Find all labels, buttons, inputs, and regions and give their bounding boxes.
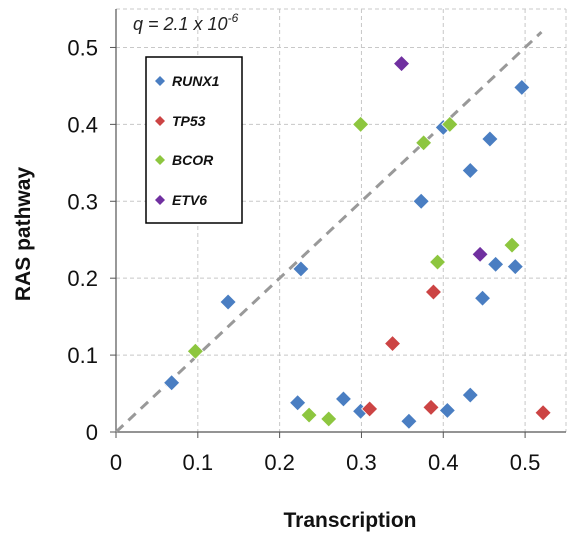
runx1-point [473, 289, 492, 307]
tp53-point [383, 334, 402, 353]
tp53-point [424, 283, 443, 301]
runx1-point [513, 78, 531, 97]
runx1-point [438, 401, 456, 420]
y-tick-label: 0.5 [67, 35, 98, 60]
legend-marker-bcor [155, 155, 165, 165]
legend-label-tp53: TP53 [172, 113, 206, 129]
runx1-point [481, 130, 499, 148]
runx1-point [461, 161, 479, 180]
q-value-exponent: -6 [228, 11, 239, 25]
legend-label-bcor: BCOR [172, 152, 214, 168]
runx1-point [487, 255, 505, 273]
legend: RUNX1 TP53 BCOR ETV6 [145, 56, 243, 224]
x-tick-label: 0.1 [183, 450, 214, 475]
x-tick-label: 0.2 [264, 450, 295, 475]
etv6-point [392, 55, 411, 73]
axes-layer: 0 0.1 0.2 0.3 0.4 0.5 0 0.1 0.2 0.3 0.4 0.5 [67, 9, 566, 475]
y-tick-label: 0.3 [67, 189, 98, 214]
runx1-point [219, 293, 237, 311]
runx1-point [506, 258, 524, 276]
legend-label-runx1: RUNX1 [172, 73, 220, 89]
runx1-point [289, 394, 307, 412]
bcor-point [415, 134, 433, 152]
y-axis-title: RAS pathway [12, 167, 35, 302]
legend-marker-runx1 [155, 76, 165, 86]
x-axis-title: Transcription [283, 509, 416, 532]
x-tick-label: 0 [110, 450, 122, 475]
runx1-point [334, 390, 353, 408]
runx1-point [400, 412, 418, 430]
points-layer [163, 55, 552, 430]
bcor-point [320, 410, 338, 428]
legend-marker-tp53 [155, 116, 165, 126]
y-tick-label: 0.1 [67, 343, 98, 368]
bcor-point [428, 253, 447, 271]
bcor-point [186, 342, 204, 360]
x-tick-label: 0.3 [346, 450, 377, 475]
bcor-point [352, 115, 370, 133]
grid-layer [116, 8, 567, 432]
bcor-point [300, 406, 318, 424]
legend-box [145, 56, 243, 224]
x-tick-label: 0.5 [510, 450, 541, 475]
diagonal-reference-line [114, 30, 543, 434]
tp53-point [361, 400, 379, 418]
y-tick-label: 0.4 [67, 112, 98, 137]
legend-marker-etv6 [155, 195, 165, 205]
etv6-point [471, 245, 489, 263]
tp53-point [534, 404, 552, 422]
q-value-annotation: q = 2.1 x 10-6 [133, 11, 239, 34]
q-value-prefix: q = 2.1 x 10 [133, 14, 228, 34]
y-tick-label: 0.2 [67, 266, 98, 291]
x-tick-label: 0.4 [428, 450, 459, 475]
bcor-point [503, 236, 521, 254]
tp53-point [422, 398, 440, 416]
legend-label-etv6: ETV6 [172, 192, 207, 208]
y-tick-label: 0 [86, 420, 98, 445]
bcor-point [441, 115, 459, 133]
runx1-point [292, 260, 310, 278]
runx1-point [461, 386, 479, 404]
runx1-point [412, 192, 430, 210]
runx1-point [163, 374, 181, 392]
diagonal-layer [114, 30, 543, 434]
